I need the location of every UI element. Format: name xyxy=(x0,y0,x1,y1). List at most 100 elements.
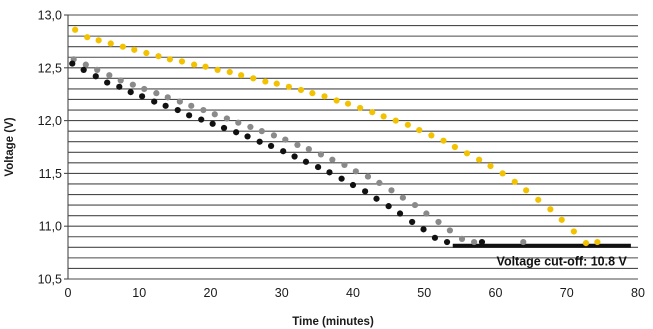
data-point xyxy=(357,104,364,112)
data-point xyxy=(443,238,451,246)
data-point xyxy=(362,188,369,195)
data-point xyxy=(200,106,207,114)
data-point xyxy=(104,79,111,86)
data-point xyxy=(440,137,447,144)
data-point xyxy=(416,127,423,134)
data-point xyxy=(186,112,193,119)
data-point xyxy=(211,111,218,118)
x-tick-label: 40 xyxy=(346,286,360,300)
data-point xyxy=(446,227,453,234)
data-point xyxy=(198,116,205,123)
data-point xyxy=(520,238,527,246)
y-tick-label: 13,0 xyxy=(38,9,62,23)
x-tick-label: 70 xyxy=(560,286,574,300)
y-tick-label: 11,0 xyxy=(39,220,62,234)
data-point xyxy=(476,156,483,163)
data-point xyxy=(247,123,254,131)
data-point xyxy=(344,100,352,107)
data-point xyxy=(280,148,287,155)
data-point xyxy=(164,94,171,101)
data-point xyxy=(95,37,102,44)
series-2 xyxy=(70,56,527,246)
data-point xyxy=(119,43,126,50)
data-point xyxy=(380,113,387,120)
data-point xyxy=(178,58,186,65)
series-1 xyxy=(72,26,601,247)
x-tick-label: 10 xyxy=(132,286,146,300)
data-point xyxy=(129,81,136,88)
data-point xyxy=(329,156,336,163)
data-point xyxy=(309,90,316,97)
data-point xyxy=(220,124,228,132)
data-point xyxy=(404,121,411,128)
data-point xyxy=(107,40,114,47)
data-point xyxy=(116,83,123,90)
data-point xyxy=(594,238,601,246)
data-point xyxy=(117,77,124,84)
data-point xyxy=(270,132,278,139)
data-point xyxy=(392,117,399,124)
data-point xyxy=(511,178,518,185)
data-point xyxy=(258,128,265,135)
data-point xyxy=(314,163,322,171)
data-point xyxy=(202,63,209,70)
data-point xyxy=(338,175,345,182)
data-point xyxy=(558,216,565,223)
data-point xyxy=(127,88,134,96)
data-point xyxy=(349,181,357,189)
tick-labels: 10,5 11,0 11,5 12,0 12,5 13,0 0 10 20 30 40 50 60 70 8… xyxy=(38,9,645,301)
data-point xyxy=(267,142,275,150)
data-point xyxy=(235,119,242,126)
data-point xyxy=(153,90,160,97)
data-point xyxy=(321,93,328,100)
data-point xyxy=(341,161,348,169)
data-point xyxy=(174,106,181,114)
data-point xyxy=(369,109,376,116)
data-point xyxy=(326,169,333,176)
data-point xyxy=(141,85,148,93)
data-point xyxy=(570,228,577,235)
data-point xyxy=(499,170,506,177)
x-tick-label: 80 xyxy=(631,286,645,300)
y-tick-label: 11,5 xyxy=(39,167,62,181)
data-point xyxy=(214,66,221,74)
data-point xyxy=(411,201,419,209)
data-point xyxy=(226,68,233,76)
data-point xyxy=(294,141,301,148)
data-point xyxy=(373,195,380,202)
data-point xyxy=(305,146,312,153)
data-point xyxy=(409,218,416,226)
data-series xyxy=(69,26,601,247)
data-point xyxy=(435,218,442,226)
data-point xyxy=(376,179,383,187)
data-point xyxy=(188,102,195,109)
data-point xyxy=(233,129,240,136)
data-point xyxy=(352,168,359,175)
data-point xyxy=(151,98,158,105)
data-point xyxy=(72,26,79,33)
data-point xyxy=(458,235,466,242)
data-point xyxy=(84,34,91,41)
data-point xyxy=(176,98,183,105)
data-point xyxy=(256,138,263,145)
x-tick-label: 30 xyxy=(275,286,289,300)
cutoff-label: Voltage cut-off: 10.8 V xyxy=(497,255,628,269)
data-point xyxy=(143,49,150,57)
data-point xyxy=(478,238,486,246)
data-point xyxy=(396,210,404,217)
data-point xyxy=(82,61,89,68)
data-point xyxy=(94,66,101,74)
data-point xyxy=(250,75,257,82)
data-point xyxy=(131,46,138,53)
data-point xyxy=(302,158,310,165)
data-point xyxy=(463,150,471,157)
data-point xyxy=(451,143,458,151)
data-point xyxy=(244,133,251,140)
data-point xyxy=(333,97,340,104)
y-tick-label: 10,5 xyxy=(38,273,62,287)
data-point xyxy=(92,73,99,80)
series-3 xyxy=(69,60,486,246)
data-point xyxy=(155,53,162,60)
data-point xyxy=(285,83,292,90)
